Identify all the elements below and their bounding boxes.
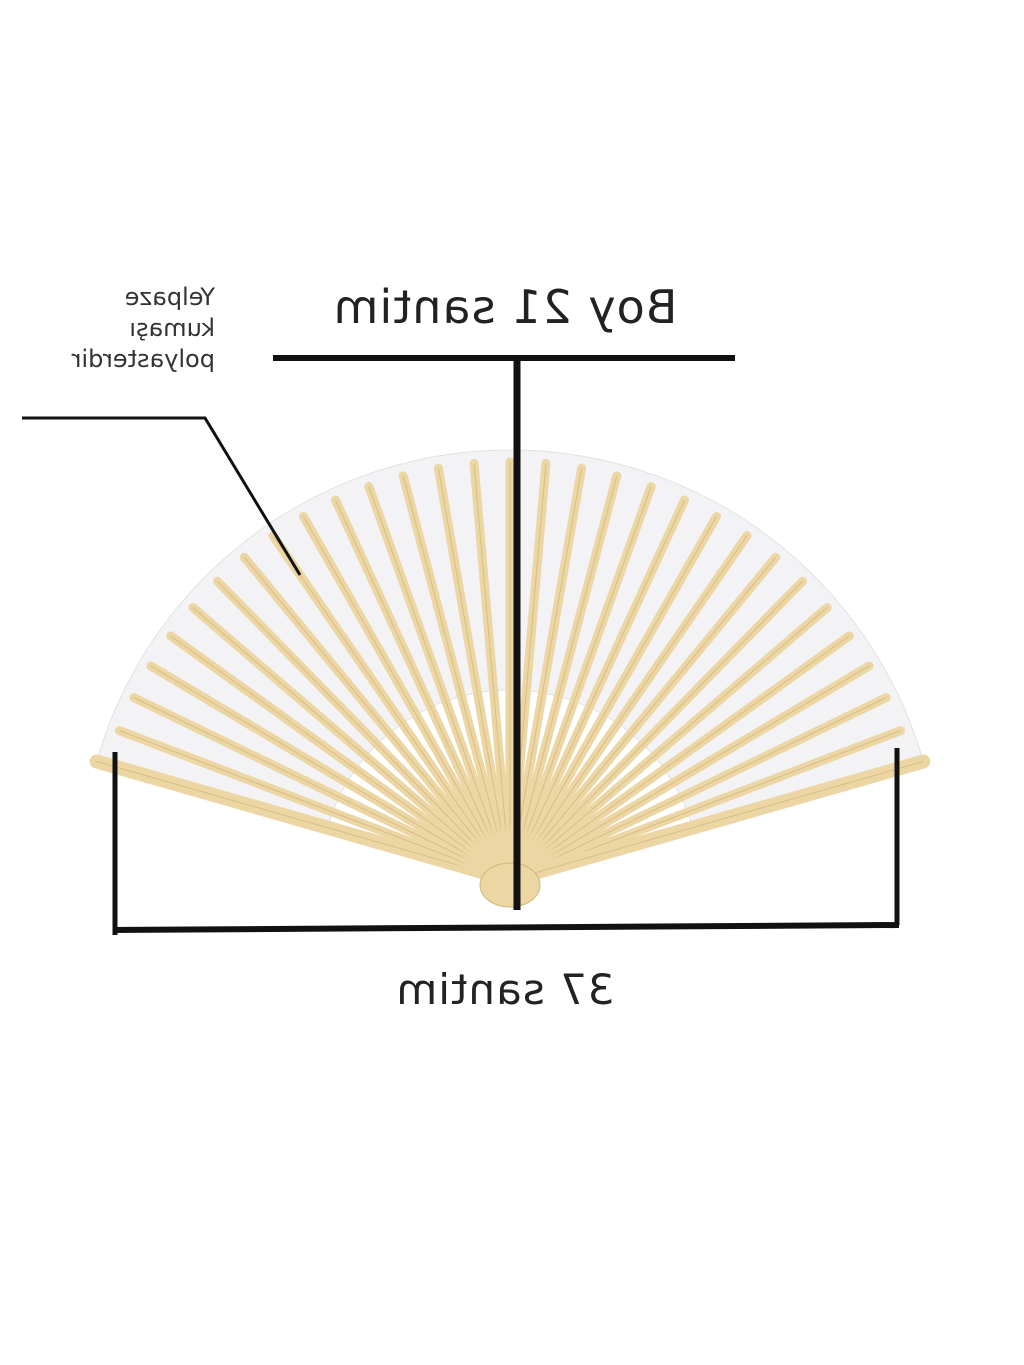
fan-rib-edge xyxy=(272,535,501,866)
height-label: Boy 21 santim xyxy=(332,280,678,334)
fan-rib-edge xyxy=(517,499,685,864)
fan-rib-edge xyxy=(402,475,506,863)
fan-rib-edge xyxy=(217,581,498,868)
fan-rib-edge xyxy=(437,468,508,863)
fabric-note: Yelpaze kumaşı polyasterdir xyxy=(0,282,215,375)
fan-rib-edge xyxy=(303,516,502,865)
fan-rib-edge xyxy=(519,535,748,866)
fan-rib-edge xyxy=(514,475,618,863)
fan-rib-edge xyxy=(525,697,887,873)
fan-rib-edge xyxy=(335,499,503,864)
fan-rib-edge xyxy=(523,607,828,869)
fan-rib-edge xyxy=(524,635,850,870)
width-label: 37 santim xyxy=(395,965,615,1014)
fan-rib-edge xyxy=(133,697,495,873)
fan-rib-edge xyxy=(170,635,496,870)
fan-rib-edge xyxy=(522,581,803,868)
fan-rib-edge xyxy=(521,556,777,867)
fabric-note-line: Yelpaze xyxy=(124,283,215,311)
fan-rib-edge xyxy=(243,556,499,867)
fan-rib-edge xyxy=(368,486,505,864)
fan-rib-edge xyxy=(527,760,924,876)
fabric-leader-line xyxy=(22,416,302,576)
fan-rib-edge xyxy=(518,516,717,865)
fabric-note-line: polyasterdir xyxy=(71,345,215,373)
fabric-note-line: kumaşı xyxy=(129,314,215,342)
fan-rib-edge xyxy=(119,730,494,875)
width-dimension-line xyxy=(112,922,900,933)
fan-rib-edge xyxy=(473,463,509,863)
hand-fan-image xyxy=(89,449,931,908)
fan-rib-edge xyxy=(525,665,870,872)
fan-rib-edge xyxy=(526,730,901,875)
fan-pivot xyxy=(479,862,541,908)
fan-rib-edge xyxy=(192,607,497,869)
fan-rib-edge xyxy=(515,486,652,864)
fan-rib-edge xyxy=(96,760,493,876)
fan-rib-edge xyxy=(150,665,495,872)
fan-rib-edge xyxy=(512,468,583,863)
